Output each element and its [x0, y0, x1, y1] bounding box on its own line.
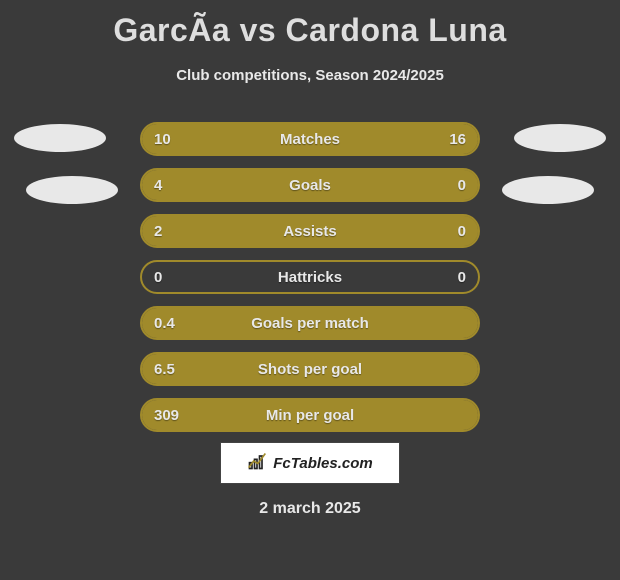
bar-label: Hattricks — [142, 262, 478, 292]
bar-fill-full — [142, 400, 478, 430]
player-left-ellipse-top — [14, 124, 106, 152]
player-right-ellipse-top — [514, 124, 606, 152]
bar-value-right: 0 — [458, 262, 466, 292]
bar-row: 0.4Goals per match — [140, 306, 480, 340]
bar-row: 1016Matches — [140, 122, 480, 156]
bar-fill-right — [404, 170, 478, 200]
bar-fill-left — [142, 124, 271, 154]
chart-icon — [247, 451, 267, 476]
bar-fill-right — [271, 124, 478, 154]
page-title: GarcÃa vs Cardona Luna — [0, 0, 620, 49]
comparison-chart: 1016Matches 40Goals 20Assists 0 0Hattricks 0.… — [140, 122, 480, 444]
player-right-ellipse-bottom — [502, 176, 594, 204]
page-subtitle: Club competitions, Season 2024/2025 — [0, 67, 620, 84]
footer-date: 2 march 2025 — [0, 500, 620, 518]
bar-fill-full — [142, 354, 478, 384]
bar-row: 20Assists — [140, 214, 480, 248]
bar-value-left: 0 — [154, 262, 162, 292]
brand-text: FcTables.com — [273, 455, 372, 472]
bar-row: 40Goals — [140, 168, 480, 202]
bar-fill-full — [142, 308, 478, 338]
bar-row: 6.5Shots per goal — [140, 352, 480, 386]
bar-fill-right — [404, 216, 478, 246]
player-left-ellipse-bottom — [26, 176, 118, 204]
bar-row: 0 0Hattricks — [140, 260, 480, 294]
brand-badge[interactable]: FcTables.com — [220, 442, 400, 484]
bar-row: 309Min per goal — [140, 398, 480, 432]
